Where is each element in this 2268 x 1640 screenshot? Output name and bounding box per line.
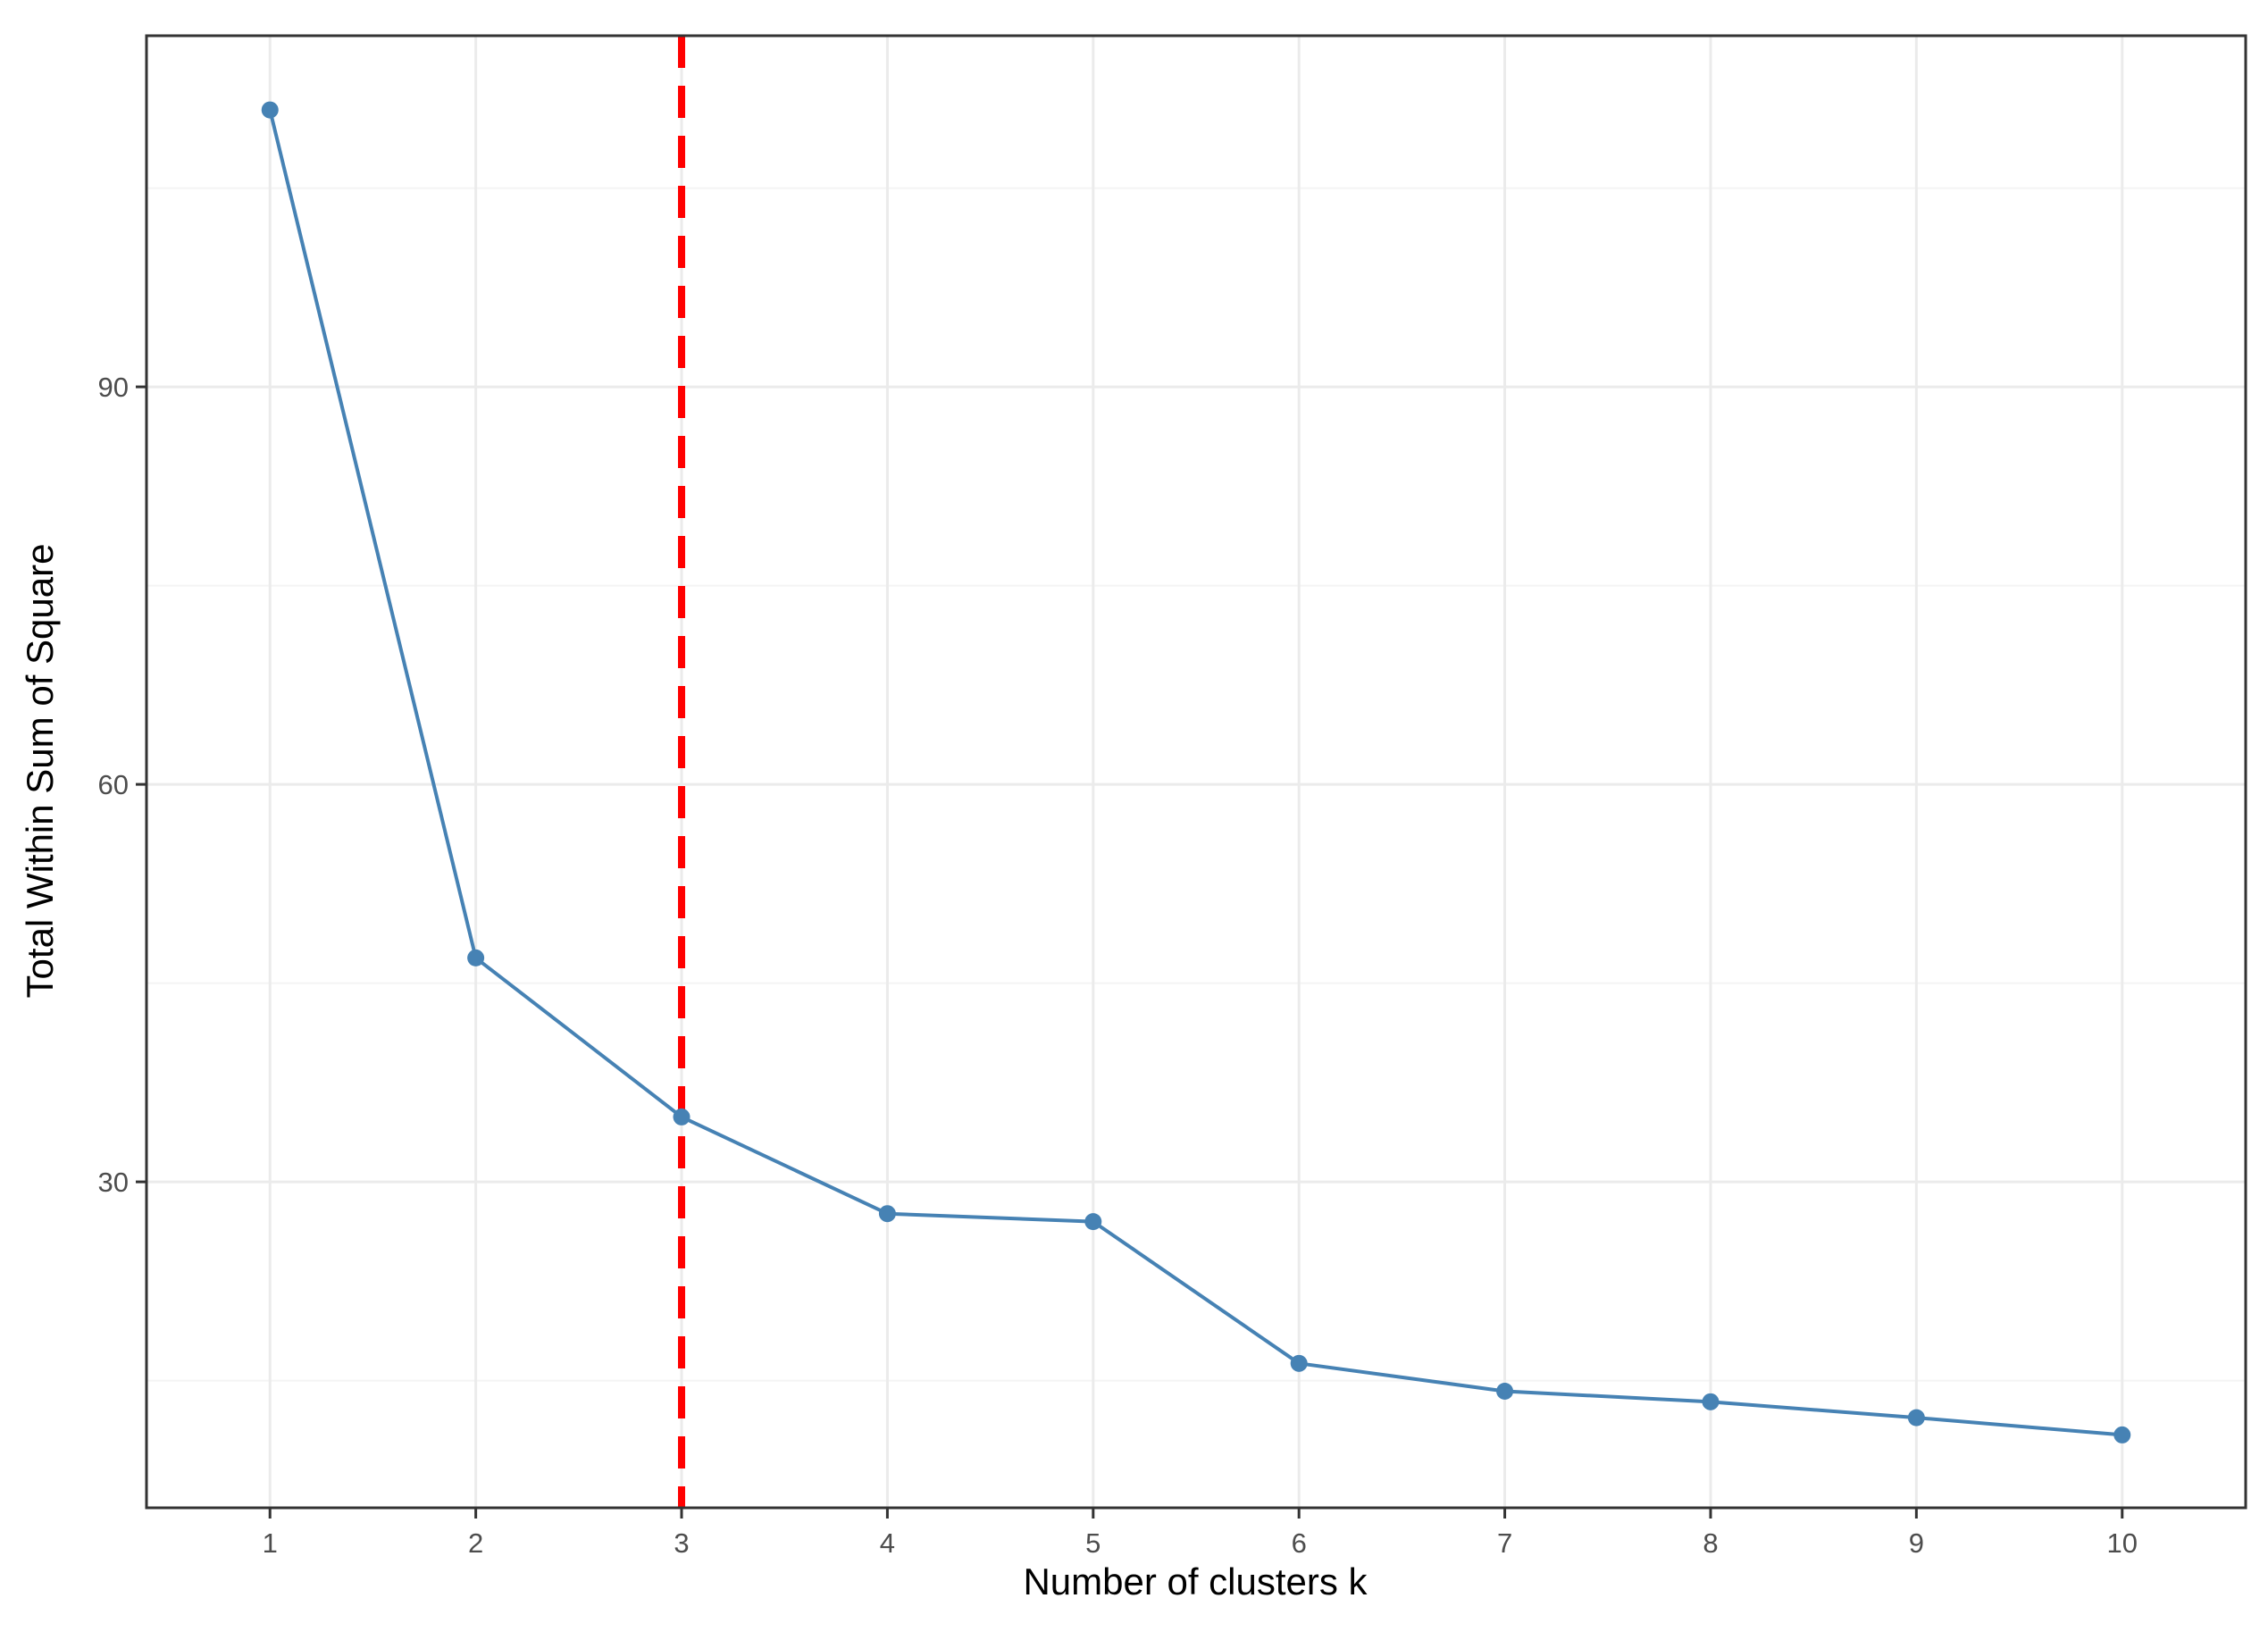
x-tick-label-10: 10: [2107, 1527, 2138, 1559]
data-point-k-10: [2113, 1426, 2131, 1443]
data-point-k-3: [673, 1108, 690, 1125]
x-tick-label-4: 4: [880, 1527, 895, 1559]
x-tick-label-2: 2: [468, 1527, 483, 1559]
x-tick-label-5: 5: [1085, 1527, 1101, 1559]
data-point-k-4: [878, 1205, 896, 1223]
data-point-k-9: [1907, 1409, 1925, 1427]
x-tick-label-1: 1: [263, 1527, 278, 1559]
points-layer: [261, 101, 2131, 1443]
data-point-k-6: [1290, 1354, 1308, 1372]
x-tick-label-9: 9: [1909, 1527, 1924, 1559]
minor-grid: [146, 187, 2246, 1382]
series-line-1: [268, 108, 2124, 1437]
data-point-k-5: [1084, 1213, 1102, 1231]
x-tick-label-7: 7: [1497, 1527, 1512, 1559]
data-point-k-8: [1702, 1393, 1720, 1410]
series-layer: [268, 108, 2124, 1437]
x-tick-label-6: 6: [1292, 1527, 1307, 1559]
y-tick-label-30: 30: [98, 1167, 129, 1198]
major-grid: [146, 36, 2246, 1508]
x-axis-title: Number of clusters k: [1023, 1561, 1368, 1602]
panel-border: [145, 34, 2247, 1510]
data-point-k-2: [467, 949, 485, 966]
y-tick-label-60: 60: [98, 769, 129, 800]
labels-layer: 1 2 3 4 5 6 7 8 9 10 30 60 90: [98, 372, 2138, 1559]
y-axis-title: Total Within Sum of Square: [19, 544, 61, 999]
data-point-k-7: [1496, 1382, 1514, 1400]
y-tick-label-90: 90: [98, 372, 129, 403]
x-tick-label-8: 8: [1703, 1527, 1718, 1559]
x-tick-label-3: 3: [674, 1527, 689, 1559]
axes-layer: [136, 34, 2247, 1519]
data-point-k-1: [261, 101, 279, 119]
